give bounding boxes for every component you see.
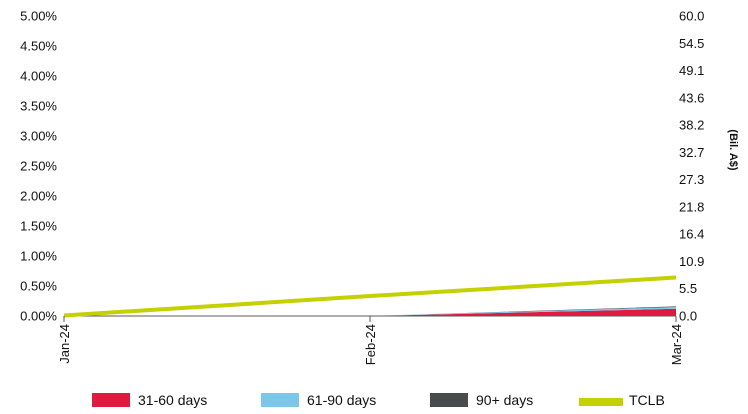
right-axis-ticks: 0.0 5.5 10.9 16.4 21.8 27.3 32.7 38.2 43.6 49.1 54… — [679, 9, 704, 324]
right-tick-label: 5.5 — [679, 281, 697, 296]
left-tick-label: 5.00% — [20, 9, 57, 24]
line-series-tclb — [63, 275, 677, 318]
left-tick-label: 2.00% — [20, 189, 57, 204]
left-tick-label: 1.50% — [20, 219, 57, 234]
left-axis-ticks: 0.00% 0.50% 1.00% 1.50% 2.00% 2.50% 3.00% 3.50%… — [20, 9, 57, 324]
right-tick-label: 38.2 — [679, 118, 704, 133]
legend-swatch-tclb — [579, 398, 623, 406]
left-tick-label: 0.00% — [20, 309, 57, 324]
legend-label: TCLB — [629, 392, 665, 408]
right-tick-label: 10.9 — [679, 254, 704, 269]
x-tick-label: Feb-24 — [363, 324, 378, 365]
left-tick-label: 4.00% — [20, 69, 57, 84]
right-axis-label: (Bil. A$) — [727, 129, 739, 170]
legend-label: 61-90 days — [307, 392, 376, 408]
left-tick-label: 0.50% — [20, 279, 57, 294]
left-tick-label: 3.00% — [20, 129, 57, 144]
right-tick-label: 54.5 — [679, 36, 704, 51]
right-tick-label: 16.4 — [679, 227, 704, 242]
x-tick-label: Mar-24 — [669, 324, 684, 365]
right-tick-label: 21.8 — [679, 199, 704, 214]
left-tick-label: 2.50% — [20, 159, 57, 174]
legend: 31-60 days 61-90 days 90+ days TCLB — [92, 392, 665, 408]
area-series-61-90-days — [64, 307, 676, 316]
line-series — [63, 275, 677, 318]
legend-swatch-31-60-days — [92, 393, 130, 407]
legend-swatch-61-90-days — [261, 393, 299, 407]
legend-swatch-90-days — [430, 393, 468, 407]
area-series-31-60-days — [64, 308, 676, 316]
left-tick-label: 3.50% — [20, 99, 57, 114]
right-tick-label: 49.1 — [679, 63, 704, 78]
right-tick-label: 27.3 — [679, 172, 704, 187]
right-tick-label: 60.0 — [679, 9, 704, 24]
left-tick-label: 1.00% — [20, 249, 57, 264]
left-tick-label: 4.50% — [20, 39, 57, 54]
legend-label: 90+ days — [476, 392, 533, 408]
x-axis-ticks: Jan-24 Feb-24 Mar-24 — [57, 316, 684, 365]
right-tick-label: 32.7 — [679, 145, 704, 160]
right-tick-label: 43.6 — [679, 90, 704, 105]
right-tick-label: 0.0 — [679, 309, 697, 324]
x-tick-label: Jan-24 — [57, 324, 72, 364]
legend-label: 31-60 days — [138, 392, 207, 408]
